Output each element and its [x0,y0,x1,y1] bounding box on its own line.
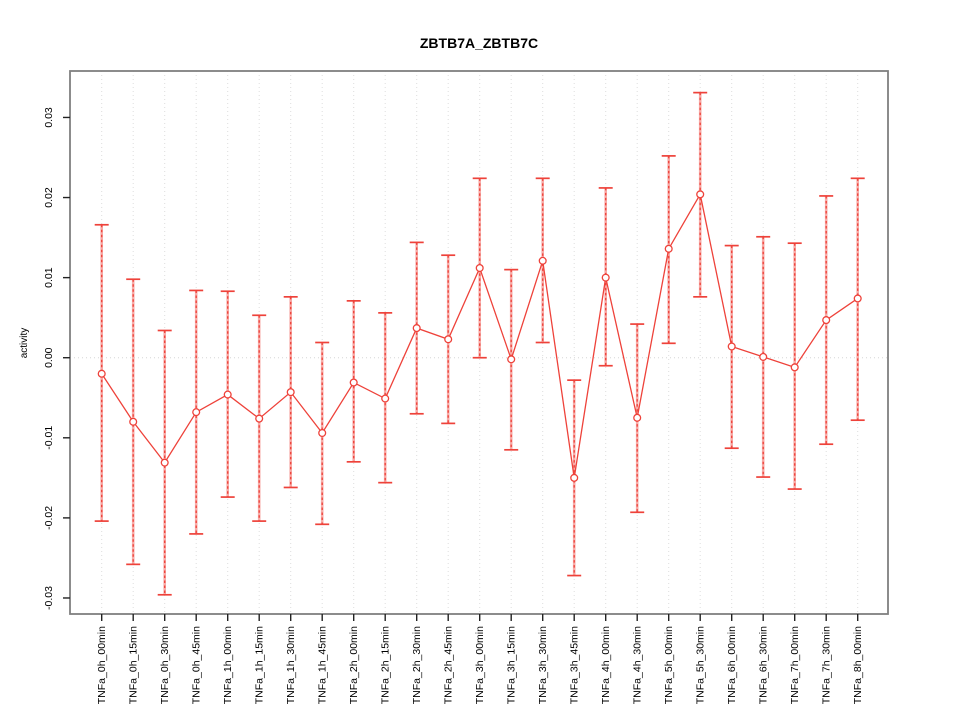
data-point [853,294,862,303]
x-tick-label: TNFa_3h_45min [569,626,581,704]
x-tick-label: TNFa_4h_30min [632,626,644,704]
data-point [664,244,673,253]
x-tick-label: TNFa_2h_30min [411,626,423,704]
y-tick-label: -0.02 [43,506,55,530]
data-point [318,428,327,438]
data-point [97,369,106,378]
y-tick-label: 0.03 [43,107,55,128]
x-tick-label: TNFa_1h_45min [317,626,329,704]
x-tick-label: TNFa_2h_15min [380,626,392,704]
y-axis-label: activity [19,328,30,359]
data-point [349,378,358,387]
y-tick-label: 0.00 [43,347,55,368]
x-tick-label: TNFa_3h_30min [537,626,549,704]
x-tick-label: TNFa_4h_00min [600,626,612,704]
chart-title: ZBTB7A_ZBTB7C [420,35,538,51]
y-tick-label: -0.01 [43,426,55,450]
data-point [601,273,610,282]
x-tick-label: TNFa_1h_30min [285,626,297,704]
data-point [255,414,264,423]
x-tick-label: TNFa_5h_00min [663,626,675,704]
x-tick-label: TNFa_2h_00min [348,626,360,704]
x-tick-label: TNFa_6h_00min [726,626,738,704]
x-tick-label: TNFa_0h_15min [128,626,140,704]
x-tick-label: TNFa_0h_00min [96,626,108,704]
data-point [790,363,799,372]
data-point [633,413,642,422]
x-tick-label: TNFa_0h_30min [159,626,171,704]
y-tick-label: -0.03 [43,586,55,610]
x-tick-label: TNFa_8h_00min [852,626,864,704]
x-tick-label: TNFa_0h_45min [191,626,203,704]
data-point [129,417,138,426]
data-point [475,263,484,273]
data-point [570,473,579,482]
data-point [192,408,201,417]
data-point [444,335,453,344]
x-tick-label: TNFa_3h_00min [474,626,486,704]
data-point [286,388,295,397]
data-point [727,342,736,351]
data-point [412,324,421,333]
data-point [538,256,547,265]
x-tick-label: TNFa_5h_30min [695,626,707,704]
y-tick-label: 0.02 [43,187,55,208]
x-tick-label: TNFa_1h_15min [254,626,266,704]
x-tick-label: TNFa_3h_15min [506,626,518,704]
data-point [160,458,169,467]
plot-area: 0.03 0.02 0.01 0.00 -0.01 -0.02 -0.03 TNFa_0h_0… [43,70,889,704]
data-point [822,316,831,325]
data-point [759,352,768,361]
x-tick-label: TNFa_7h_30min [821,626,833,704]
x-tick-label: TNFa_7h_00min [789,626,801,704]
y-tick-label: 0.01 [43,267,55,288]
x-tick-label: TNFa_6h_30min [758,626,770,704]
data-point [223,390,232,399]
data-point [507,355,516,364]
data-point [381,394,390,403]
x-tick-label: TNFa_2h_45min [443,626,455,704]
data-point [696,190,705,199]
x-tick-label: TNFa_1h_00min [222,626,234,704]
